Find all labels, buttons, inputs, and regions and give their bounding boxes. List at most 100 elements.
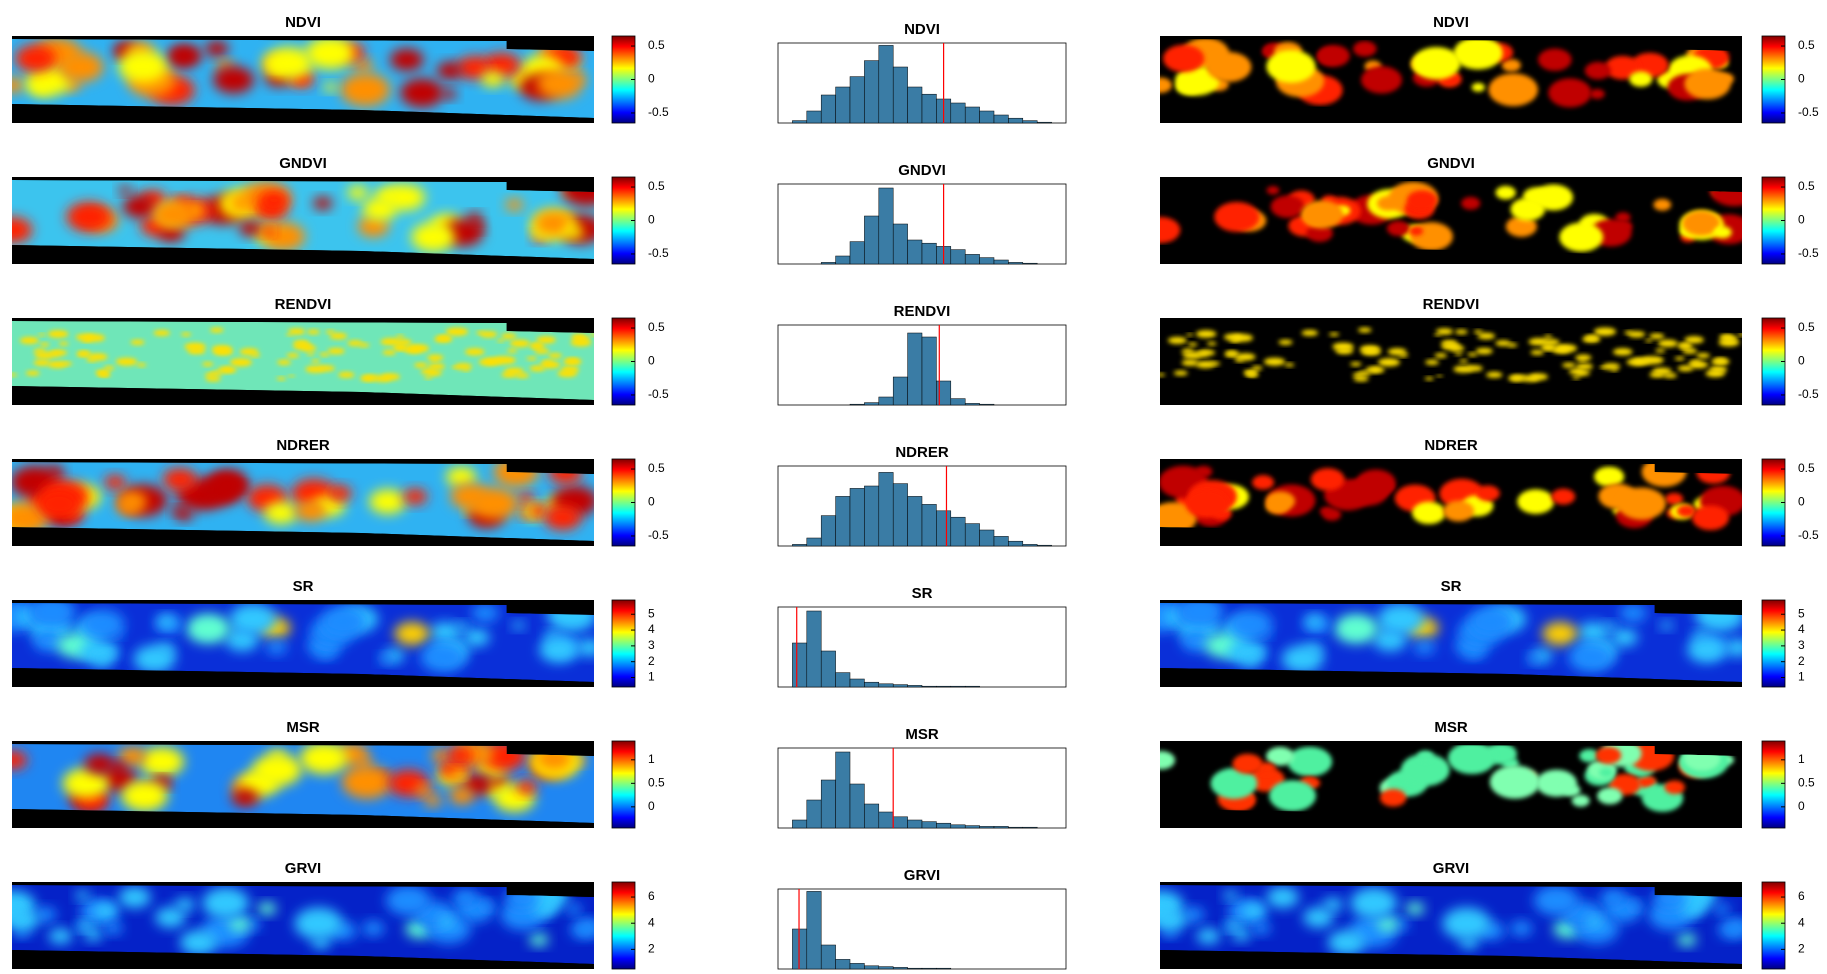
colorbar-tick-label: 2 — [1798, 654, 1805, 668]
image-blob — [507, 348, 518, 353]
histogram-bar — [864, 215, 880, 265]
image-blob — [534, 210, 572, 236]
histogram-bar — [993, 536, 1009, 547]
image-blob — [1691, 505, 1730, 531]
image-blob — [62, 767, 110, 799]
histogram-bar — [864, 485, 880, 547]
image-blob — [1626, 358, 1646, 366]
image-blob — [202, 887, 250, 919]
colorbar-tick-label: 5 — [1798, 606, 1805, 620]
image-blob — [186, 613, 231, 644]
image-blob — [1526, 653, 1542, 664]
image-blob — [12, 502, 49, 534]
image-blob — [1181, 359, 1199, 366]
image-blob — [533, 348, 550, 354]
image-blob — [27, 78, 53, 95]
image-blob — [438, 916, 455, 928]
image-blob — [1214, 201, 1260, 232]
image-blob — [1475, 347, 1493, 355]
image-content — [12, 885, 594, 964]
image-blob — [229, 358, 253, 367]
colorbar-tick-label: 0 — [648, 799, 655, 813]
histogram-bar — [1008, 540, 1024, 547]
image-blob — [211, 476, 244, 499]
image-blob — [1586, 916, 1603, 928]
image-blob — [1305, 615, 1324, 628]
image-blob — [1665, 492, 1684, 505]
image-blob — [430, 358, 439, 362]
image-blob — [213, 348, 233, 356]
image-blob — [431, 749, 452, 763]
image-blob — [1627, 900, 1642, 911]
image-blob — [390, 48, 424, 71]
image-blob — [362, 197, 398, 221]
histogram-bar — [979, 403, 995, 406]
image-blob — [133, 645, 176, 673]
image-blob — [299, 744, 348, 775]
image-blob — [517, 492, 536, 505]
histogram-bar — [892, 483, 908, 547]
histogram-bar — [1022, 544, 1038, 547]
image-blob — [423, 794, 442, 807]
image-blob — [12, 216, 33, 244]
image-blob — [1677, 342, 1692, 349]
image-blob — [529, 342, 544, 349]
image-blob — [436, 61, 464, 80]
image-blob — [1228, 609, 1273, 640]
image-blob — [1251, 365, 1263, 371]
image-blob — [1572, 376, 1581, 380]
image-blob — [1242, 653, 1261, 665]
histogram-bar — [950, 685, 966, 688]
image-blob — [118, 886, 151, 909]
histogram-bar — [878, 187, 894, 265]
image-blob — [1328, 332, 1340, 337]
image-blob — [369, 489, 407, 514]
image-blob — [202, 362, 214, 367]
image-blob — [1562, 784, 1581, 797]
image-blob — [570, 920, 594, 939]
histogram-bar — [849, 241, 865, 265]
colorbar-tick-label: 3 — [648, 638, 655, 652]
image-blob — [1696, 353, 1710, 359]
image-blob — [1468, 606, 1515, 637]
histogram-bar — [907, 685, 923, 688]
image-blob — [94, 653, 113, 665]
image-blob — [1306, 224, 1333, 242]
image-blob — [1603, 621, 1617, 631]
image-blob — [479, 900, 494, 911]
image-blob — [1160, 216, 1181, 244]
image-blob — [1711, 358, 1730, 366]
image-blob — [1229, 338, 1240, 343]
image-blob — [1575, 354, 1592, 361]
histogram-bar — [1022, 120, 1038, 124]
image-blob — [1595, 746, 1622, 764]
image-blob — [1521, 375, 1540, 382]
image-blob — [222, 367, 237, 373]
image-blob — [77, 350, 90, 356]
image-blob — [117, 491, 148, 511]
image-content — [12, 180, 594, 259]
image-blob — [179, 929, 218, 956]
image-content — [1160, 462, 1742, 534]
image-blob — [463, 628, 490, 647]
image-blob — [25, 370, 40, 376]
image-blob — [1350, 887, 1398, 919]
image-blob — [61, 361, 73, 366]
colorbar — [611, 740, 636, 829]
image-blob — [1454, 352, 1463, 356]
image-blob — [445, 327, 469, 336]
image-blob — [481, 71, 505, 87]
image-blob — [1506, 343, 1518, 348]
image-blob — [1568, 368, 1585, 375]
image-blob — [329, 332, 348, 340]
image-blob — [1350, 362, 1362, 367]
image-blob — [1210, 767, 1258, 799]
image-blob — [539, 636, 578, 663]
image-blob — [1322, 897, 1343, 912]
image-blob — [1477, 332, 1496, 340]
histogram-bar — [1008, 826, 1024, 829]
histogram-bar — [993, 259, 1009, 265]
colorbar-tick-label: 0 — [648, 72, 655, 86]
image-blob — [1284, 363, 1295, 367]
image-blob — [528, 504, 548, 518]
